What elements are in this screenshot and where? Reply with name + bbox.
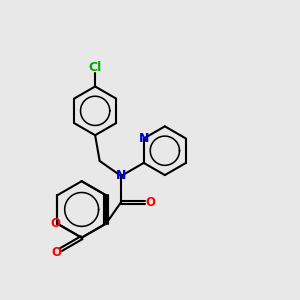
Text: N: N (116, 169, 126, 182)
Text: O: O (146, 196, 156, 208)
Text: O: O (51, 246, 62, 259)
Text: N: N (139, 132, 149, 145)
Text: O: O (51, 217, 61, 230)
Text: Cl: Cl (88, 61, 102, 74)
